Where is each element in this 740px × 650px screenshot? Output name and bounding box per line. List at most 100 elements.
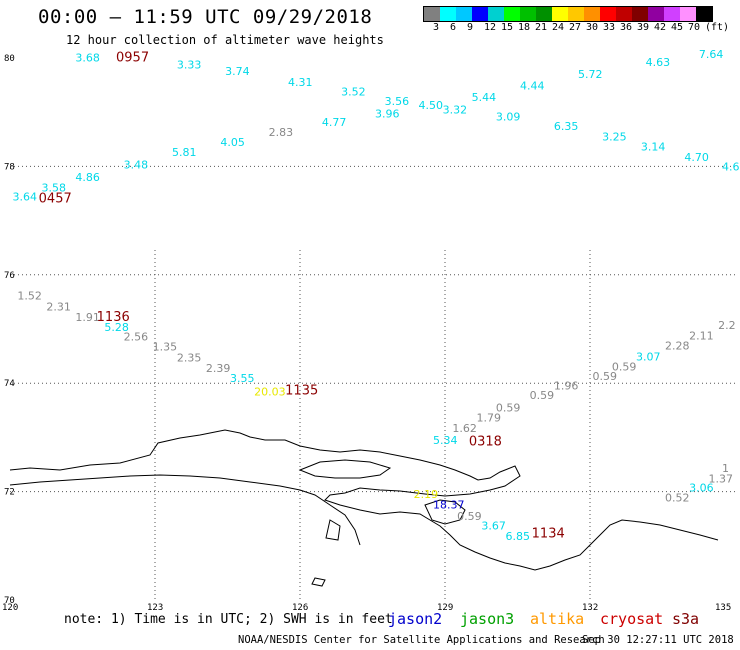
satellite-legend-item: jason3 bbox=[460, 610, 515, 628]
wave-height-value: 1.79 bbox=[477, 412, 502, 425]
lon-label: 129 bbox=[437, 603, 453, 613]
lon-label: 120 bbox=[2, 603, 18, 613]
wave-height-value: 3.25 bbox=[602, 130, 627, 143]
color-scale-swatch bbox=[552, 7, 568, 21]
lat-label: 72 bbox=[4, 488, 15, 498]
color-scale-label: 6 bbox=[450, 22, 457, 33]
wave-height-value: 5.72 bbox=[578, 68, 603, 81]
color-scale-swatch bbox=[680, 7, 696, 21]
footer-credit: NOAA/NESDIS Center for Satellite Applica… bbox=[238, 634, 605, 646]
wave-height-value: 2.19 bbox=[414, 488, 439, 501]
coastline-bay bbox=[424, 499, 466, 525]
satellite-legend-item: altika bbox=[530, 610, 585, 628]
color-scale-label: (ft) bbox=[705, 22, 730, 33]
pass-time-label: 1134 bbox=[532, 527, 565, 542]
wave-height-value: 0.59 bbox=[457, 510, 482, 523]
wave-height-value: 2.2 bbox=[718, 319, 736, 332]
color-scale-swatch bbox=[536, 7, 552, 21]
lat-label: 76 bbox=[4, 271, 15, 281]
wave-height-value: 4.67 bbox=[722, 161, 740, 174]
lon-label: 132 bbox=[582, 603, 598, 613]
color-scale-label: 18 bbox=[518, 22, 531, 33]
page-title: 00:00 – 11:59 UTC 09/29/2018 bbox=[38, 6, 373, 28]
wave-height-value: 2.35 bbox=[177, 352, 202, 365]
lat-label: 80 bbox=[4, 54, 15, 64]
satellite-legend-item: s3a bbox=[672, 610, 700, 628]
color-scale-label: 30 bbox=[586, 22, 599, 33]
lon-label: 123 bbox=[147, 603, 163, 613]
color-scale-swatch bbox=[440, 7, 456, 21]
color-scale-swatch bbox=[664, 7, 680, 21]
lon-label: 126 bbox=[292, 603, 308, 613]
wave-height-value: 5.28 bbox=[104, 321, 129, 334]
wave-height-value: 20.03 bbox=[254, 386, 286, 399]
wave-height-value: 4.44 bbox=[520, 79, 545, 92]
color-scale-swatch bbox=[616, 7, 632, 21]
wave-height-value: 2.56 bbox=[124, 330, 148, 343]
pass-time-labels: 0957 0457 1136 1135 0318 1134 bbox=[39, 50, 565, 541]
wave-height-value: 3.74 bbox=[225, 65, 250, 78]
wave-height-value: 3.67 bbox=[481, 520, 506, 533]
wave-height-value: 2.83 bbox=[269, 126, 294, 139]
wave-height-value: 4.70 bbox=[684, 151, 709, 164]
color-scale-bar bbox=[423, 6, 713, 22]
color-scale-swatch bbox=[648, 7, 664, 21]
color-scale-swatch bbox=[568, 7, 584, 21]
color-scale-swatch bbox=[504, 7, 520, 21]
wave-height-value: 0.59 bbox=[496, 401, 521, 414]
color-scale-label: 12 bbox=[484, 22, 497, 33]
wave-height-value: 0.59 bbox=[612, 361, 637, 374]
wave-height-value: 0.59 bbox=[593, 370, 618, 383]
wave-height-value: 6.35 bbox=[554, 120, 579, 133]
wave-height-value: 3.07 bbox=[636, 350, 661, 363]
wave-height-value: 5.34 bbox=[433, 434, 458, 447]
wave-height-value: 4.50 bbox=[419, 99, 444, 112]
coastline-main bbox=[9, 429, 719, 571]
lat-label: 74 bbox=[4, 379, 15, 389]
wave-height-value: 1.91 bbox=[75, 311, 100, 324]
wave-height-value: 3.96 bbox=[375, 108, 400, 121]
color-scale-swatch bbox=[456, 7, 472, 21]
wave-height-value: 3.48 bbox=[124, 159, 148, 172]
map-frame bbox=[9, 57, 736, 601]
coastline-inner bbox=[9, 474, 361, 546]
color-scale-label: 42 bbox=[654, 22, 667, 33]
lon-label: 135 bbox=[715, 603, 731, 613]
wave-height-value: 1.52 bbox=[17, 290, 42, 303]
color-scale-label: 39 bbox=[637, 22, 650, 33]
wave-height-value: 0.52 bbox=[665, 491, 690, 504]
wave-height-value: 3.55 bbox=[230, 372, 255, 385]
wave-height-value: 3.09 bbox=[496, 110, 521, 123]
wave-height-value: 3.33 bbox=[177, 58, 202, 71]
wave-height-value: 3.56 bbox=[385, 95, 410, 108]
color-scale-swatch bbox=[632, 7, 648, 21]
wave-height-value: 1.96 bbox=[554, 380, 579, 393]
color-scale-label: 21 bbox=[535, 22, 548, 33]
page-subtitle: 12 hour collection of altimeter wave hei… bbox=[66, 33, 384, 47]
pass-time-label: 0457 bbox=[39, 192, 72, 207]
color-scale-swatch bbox=[488, 7, 504, 21]
wave-height-value: 7.64 bbox=[699, 48, 724, 61]
satellite-legend-item: cryosat bbox=[600, 610, 664, 628]
color-scale-label: 45 bbox=[671, 22, 684, 33]
color-scale-label: 27 bbox=[569, 22, 582, 33]
wave-height-value: 4.77 bbox=[322, 116, 347, 129]
color-scale-label: 3 bbox=[433, 22, 440, 33]
wave-height-value: 2.28 bbox=[665, 340, 690, 353]
coastline-lake bbox=[298, 459, 392, 479]
wave-height-value: 2.31 bbox=[46, 301, 70, 314]
wave-height-value: 1.35 bbox=[153, 341, 178, 354]
wave-height-value: 1.62 bbox=[452, 422, 477, 435]
color-scale-label: 24 bbox=[552, 22, 565, 33]
color-scale-label: 36 bbox=[620, 22, 633, 33]
wave-height-value: 6.85 bbox=[506, 530, 531, 543]
wave-height-value: 4.31 bbox=[288, 76, 313, 89]
pass-time-label: 1135 bbox=[285, 384, 318, 399]
color-scale-label: 15 bbox=[501, 22, 514, 33]
lat-label: 70 bbox=[4, 596, 15, 606]
wave-height-value: 3.68 bbox=[75, 51, 100, 64]
footer-note: note: 1) Time is in UTC; 2) SWH is in fe… bbox=[64, 612, 393, 627]
pass-time-label: 1136 bbox=[97, 310, 130, 325]
pass-time-label: 0318 bbox=[469, 435, 502, 450]
